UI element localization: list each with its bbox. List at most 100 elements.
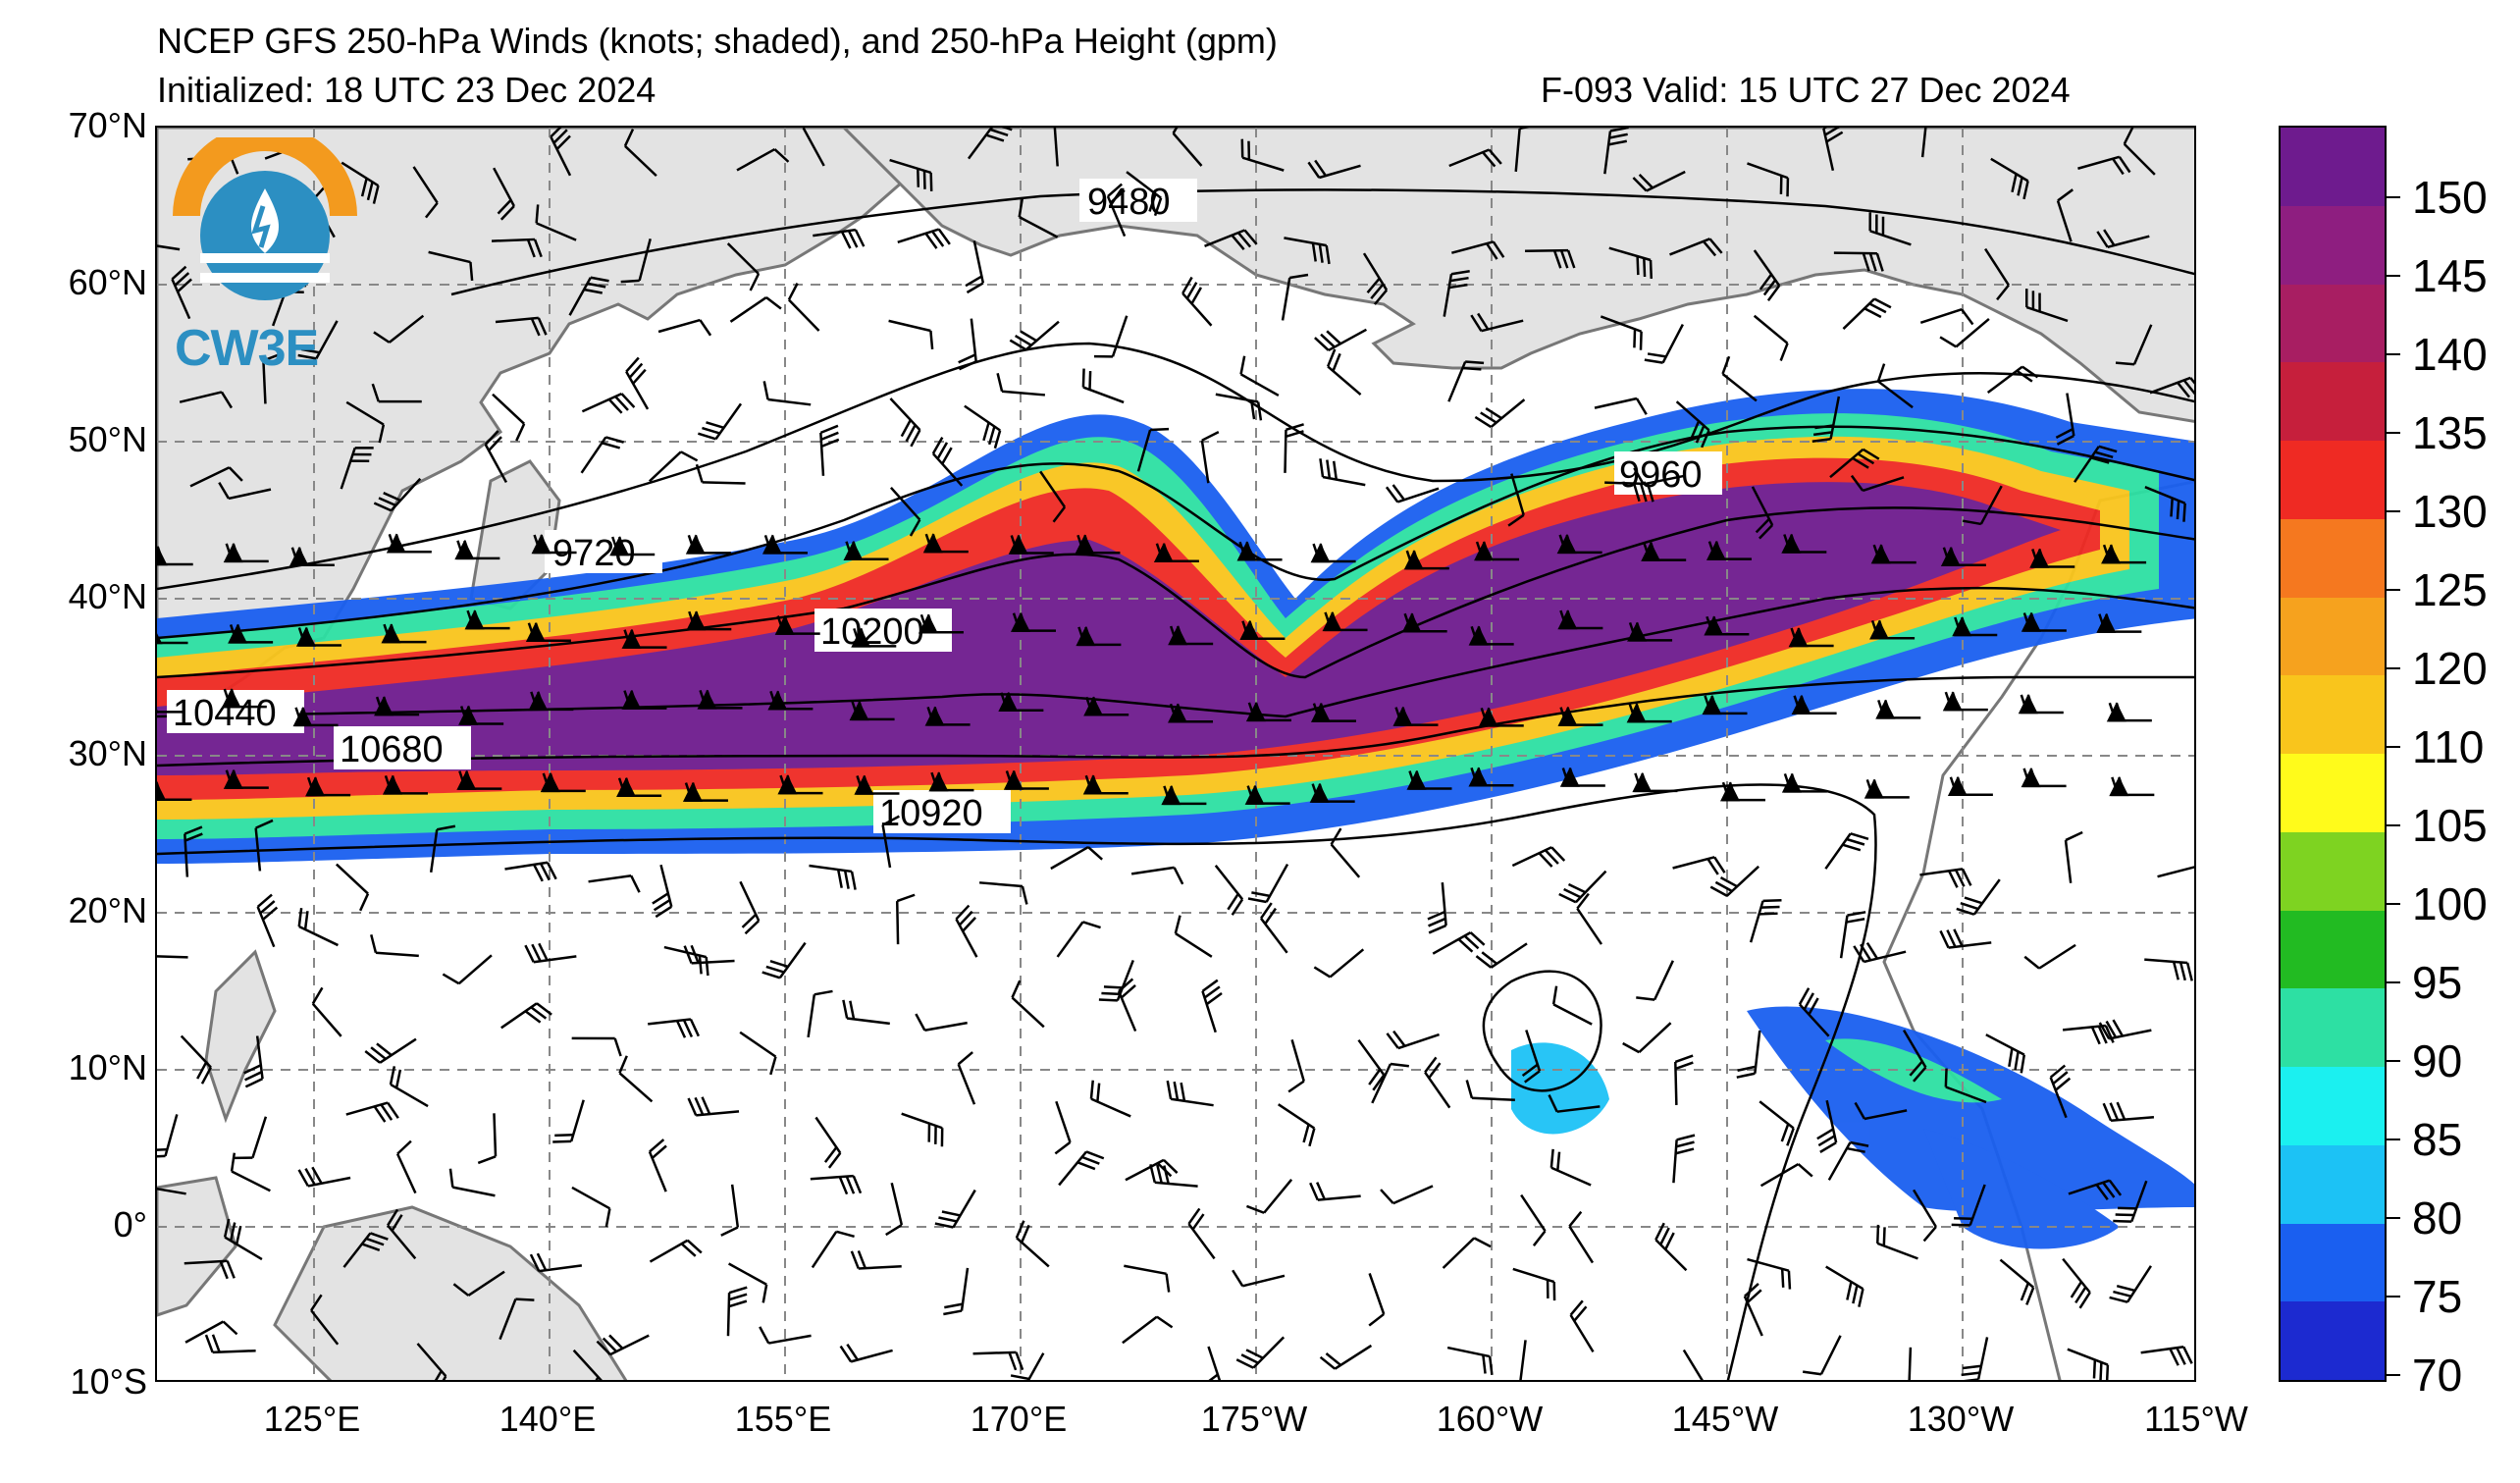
wind-barb <box>1842 297 1892 330</box>
wind-barb <box>1245 702 1291 722</box>
wind-barb <box>682 781 728 802</box>
wind-barb <box>1709 865 1760 897</box>
wind-barb <box>1330 827 1361 878</box>
wind-barb <box>889 397 921 448</box>
wind-barb <box>695 463 746 485</box>
wind-barb <box>1470 312 1524 333</box>
wind-barb <box>1475 942 1528 969</box>
wind-barb <box>726 1286 748 1337</box>
wind-barb <box>218 481 272 501</box>
wind-barb <box>957 1051 976 1105</box>
wind-barb <box>1811 396 1841 443</box>
wind-barb <box>1406 769 1452 790</box>
wind-barb <box>1875 699 1921 719</box>
wind-barb <box>809 864 857 890</box>
colorbar-label: 70 <box>2412 1350 2463 1401</box>
wind-barb <box>458 705 504 725</box>
wind-barb <box>761 534 808 555</box>
wind-barb <box>767 690 814 711</box>
wind-barb <box>1451 240 1505 260</box>
wind-barb <box>625 356 650 410</box>
wind-barb <box>1569 1299 1595 1353</box>
wind-barb <box>364 1037 417 1064</box>
wind-barb <box>996 372 1046 397</box>
colorbar-label: 125 <box>2412 564 2488 615</box>
wind-barb <box>1576 892 1602 945</box>
wind-barb <box>1753 314 1789 361</box>
wind-barb <box>1512 1267 1556 1301</box>
wind-barb <box>1919 308 1974 326</box>
wind-barb <box>428 250 474 282</box>
wind-barb <box>1427 881 1447 934</box>
colorbar-label: 90 <box>2412 1035 2463 1086</box>
contour-label-10680: 10680 <box>340 729 444 770</box>
wind-barb <box>1161 785 1207 806</box>
wind-barb <box>1747 162 1790 197</box>
wind-barb <box>889 486 921 537</box>
wind-barb <box>1672 856 1726 875</box>
wind-barb <box>965 240 985 294</box>
land-borneo <box>157 1176 237 1317</box>
wind-barb <box>2101 544 2147 564</box>
lon-label-130w: 130°W <box>1907 1399 2015 1439</box>
colorbar-tick <box>2387 903 2400 905</box>
wind-barb <box>819 424 840 476</box>
wind-barb <box>1054 1100 1072 1155</box>
wind-barb <box>1559 767 1605 787</box>
wind-barb <box>2074 445 2118 483</box>
wind-barb <box>1357 1038 1386 1091</box>
colorbar-label: 150 <box>2412 172 2488 223</box>
wind-barb <box>1465 1080 1515 1102</box>
wind-barb <box>2149 376 2194 398</box>
wind-barb <box>223 768 269 789</box>
wind-barb <box>1940 546 1986 567</box>
wind-barb <box>1952 616 1998 637</box>
wind-barb <box>2062 1024 2115 1045</box>
wind-barb <box>1015 1220 1050 1268</box>
colorbar-step <box>2281 1067 2385 1145</box>
wind-barb <box>1187 1207 1216 1260</box>
wind-barb <box>1075 534 1121 555</box>
wind-barb <box>1058 1150 1105 1187</box>
wind-barb <box>1240 138 1285 172</box>
wind-barb <box>649 1239 703 1263</box>
wind-barb <box>387 1208 417 1260</box>
colorbar-label: 80 <box>2412 1192 2463 1244</box>
wind-barb <box>1986 365 2039 395</box>
wind-barb <box>1247 863 1289 904</box>
wind-barb <box>759 1326 812 1345</box>
wind-barb <box>2109 776 2155 797</box>
land-new-guinea <box>273 1205 628 1380</box>
wind-barb <box>1204 229 1258 250</box>
wind-barb <box>571 1186 611 1228</box>
wind-barb <box>2098 1019 2152 1040</box>
wind-barb <box>2140 1346 2193 1366</box>
contour-9720 <box>157 342 2194 591</box>
wind-barb <box>504 861 557 882</box>
colorbar-step <box>2281 284 2385 363</box>
colorbar-tick <box>2387 589 2400 591</box>
wind-barb <box>243 1035 264 1088</box>
wind-barb <box>1130 866 1184 885</box>
wind-barb <box>1960 1337 1989 1380</box>
wind-barb <box>648 1139 667 1192</box>
wind-barb <box>1556 534 1602 555</box>
wind-barb <box>621 628 667 649</box>
lat-label-20n: 20°N <box>68 890 147 930</box>
wind-barb <box>1749 899 1782 943</box>
wind-barb <box>371 383 422 403</box>
wind-barb <box>843 540 889 561</box>
wind-barb <box>1944 1068 1987 1104</box>
lat-label-40n: 40°N <box>68 576 147 616</box>
wind-barb <box>620 238 652 284</box>
wind-barb <box>1245 1178 1293 1214</box>
wind-barb <box>1201 979 1223 1033</box>
wind-barb <box>1124 1264 1171 1293</box>
colorbar-step <box>2281 441 2385 519</box>
wind-barb <box>1010 1352 1045 1380</box>
colorbar-step <box>2281 910 2385 989</box>
wind-barb <box>648 450 699 483</box>
wind-barb <box>697 689 743 710</box>
wind-barb <box>228 623 274 644</box>
wind-barb <box>1403 550 1449 570</box>
